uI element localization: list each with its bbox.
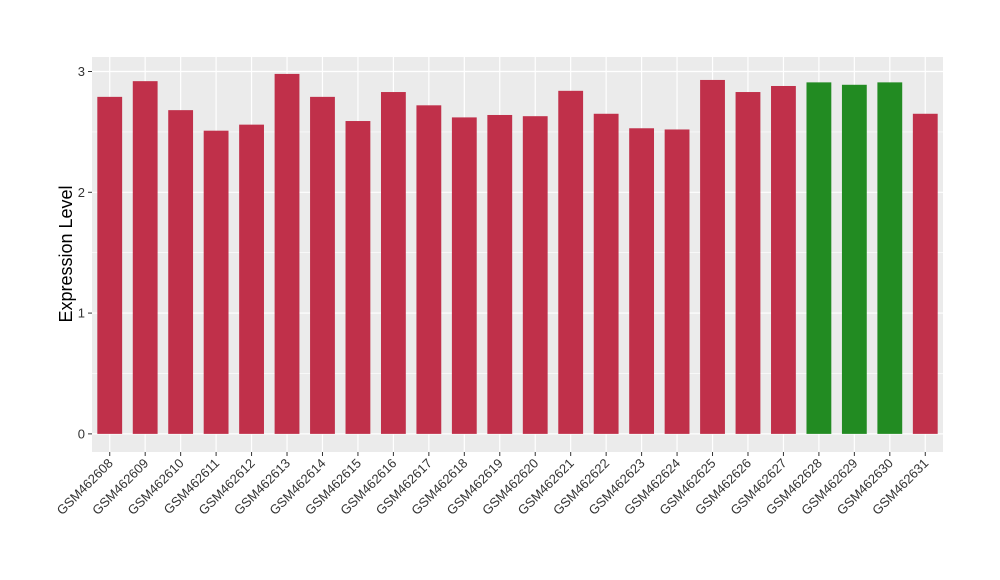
bar-GSM462615 (345, 121, 371, 434)
bar-GSM462617 (416, 105, 442, 434)
y-tick-label: 1 (78, 306, 85, 321)
bar-GSM462627 (771, 85, 796, 434)
bar-GSM462630 (877, 82, 903, 434)
y-tick-label: 0 (78, 426, 85, 441)
bar-GSM462620 (522, 116, 548, 434)
minor-gridlines (92, 131, 943, 374)
bar-GSM462623 (629, 128, 655, 434)
y-tick-label: 3 (78, 64, 85, 79)
bar-GSM462608 (97, 96, 123, 434)
bar-GSM462616 (380, 92, 406, 434)
bars (97, 73, 938, 434)
bar-GSM462613 (274, 73, 300, 434)
bar-GSM462628 (806, 82, 832, 434)
bar-GSM462610 (168, 110, 194, 434)
bar-GSM462621 (558, 90, 584, 434)
bar-GSM462631 (912, 113, 938, 434)
plot-panel (92, 57, 943, 452)
bar-GSM462622 (593, 113, 619, 434)
bar-GSM462619 (487, 114, 513, 434)
bar-GSM462624 (664, 129, 690, 434)
x-axis: GSM462608GSM462609GSM462610GSM462611GSM4… (54, 452, 931, 518)
y-tick-label: 2 (78, 185, 85, 200)
bar-GSM462611 (203, 130, 229, 434)
bar-GSM462626 (735, 92, 761, 434)
y-axis: 0 1 2 3 (78, 64, 92, 441)
bar-GSM462618 (451, 117, 477, 434)
bar-GSM462629 (841, 84, 867, 434)
bar-GSM462614 (310, 96, 335, 434)
bar-GSM462612 (239, 124, 264, 434)
y-axis-title: Expression Level (56, 185, 76, 322)
bar-GSM462625 (700, 79, 725, 434)
bar-GSM462609 (132, 81, 158, 434)
